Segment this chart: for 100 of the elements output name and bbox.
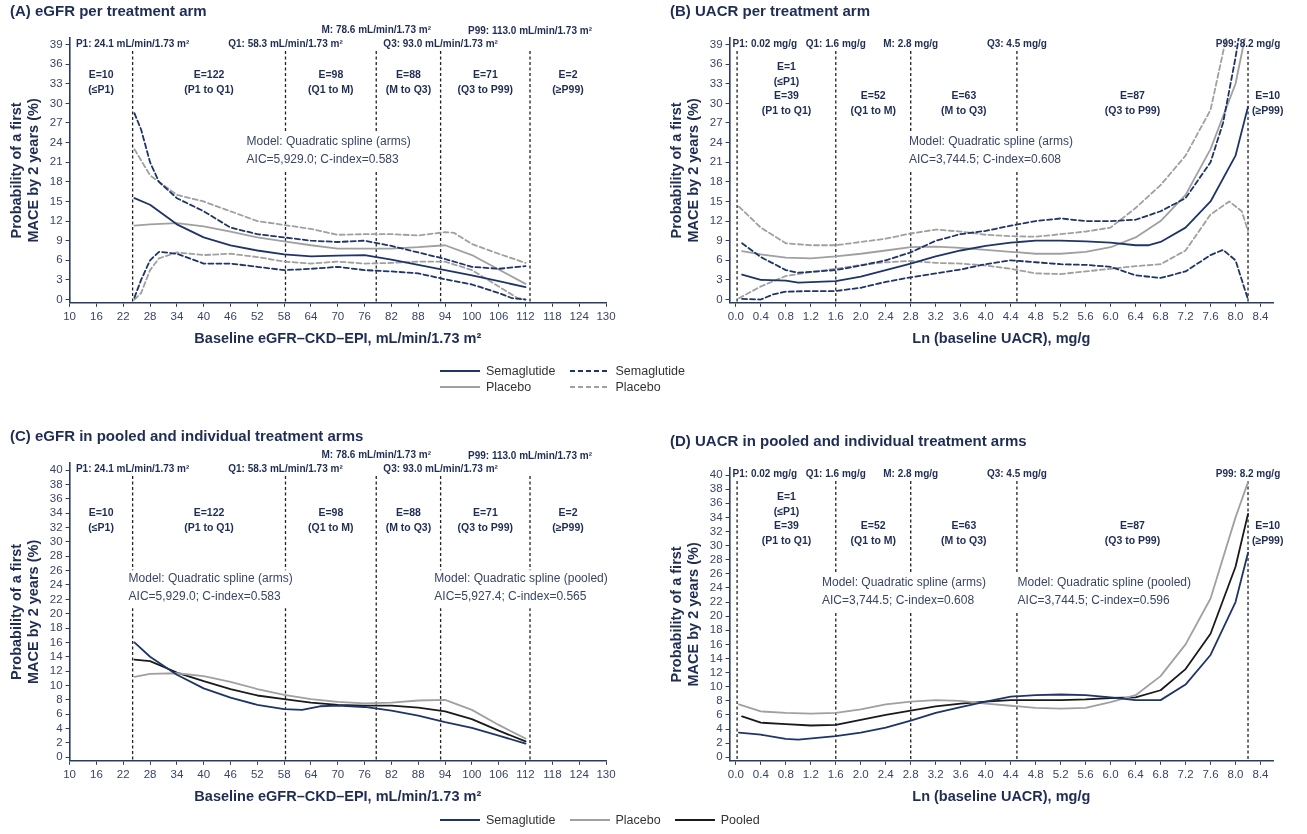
- y-tick-label: 28: [709, 552, 723, 565]
- x-tick-label: 46: [224, 309, 237, 322]
- annotation: E=88 (M to Q3): [385, 505, 432, 533]
- y-tick-label: 28: [49, 549, 63, 562]
- x-tick-label: 34: [170, 309, 184, 322]
- x-tick-label: 5.2: [1052, 309, 1069, 322]
- annotation: E=52 (Q1 to M): [850, 89, 896, 117]
- y-tick-label: 15: [709, 194, 723, 207]
- x-tick-label: 8.4: [1252, 309, 1270, 322]
- x-axis-title: Baseline eGFR–CKD–EPI, mL/min/1.73 m²: [194, 330, 482, 347]
- y-tick-label: 6: [56, 253, 63, 266]
- y-tick-label: 20: [49, 606, 63, 619]
- ref-line-label: Q3: 4.5 mg/g: [986, 37, 1047, 49]
- x-tick-label: 40: [197, 767, 211, 780]
- x-tick-label: 100: [462, 309, 482, 322]
- x-tick-label: 46: [224, 767, 237, 780]
- x-tick-label: 130: [596, 309, 616, 322]
- annotation: E=2 (≥P99): [552, 505, 584, 533]
- x-tick-label: 5.6: [1077, 309, 1094, 322]
- x-tick-label: 28: [143, 309, 157, 322]
- y-tick-label: 38: [709, 482, 723, 495]
- ref-line-label: P1: 0.02 mg/g: [732, 37, 798, 49]
- x-tick-label: 5.2: [1052, 767, 1069, 780]
- y-tick-label: 15: [49, 194, 63, 207]
- y-tick-label: 9: [716, 233, 723, 246]
- y-tick-label: 10: [49, 678, 63, 691]
- y-tick-label: 8: [716, 694, 723, 706]
- x-tick-label: 52: [250, 309, 264, 322]
- x-tick-label: 4.4: [1002, 767, 1020, 780]
- ref-line-label: P99: 8.2 mg/g: [1215, 467, 1281, 479]
- ref-line-label: P99: 113.0 mL/min/1.73 m²: [468, 24, 593, 36]
- x-tick-label: 106: [489, 767, 509, 780]
- y-tick-label: 12: [49, 214, 63, 227]
- annotation: Model: Quadratic spline (pooled) AIC=5,927.4; C-index=0.565: [434, 571, 608, 604]
- y-tick-label: 0: [716, 750, 723, 763]
- y-tick-label: 26: [709, 567, 723, 579]
- line-series: [133, 112, 527, 270]
- legend-label: Placebo: [486, 380, 532, 394]
- ref-line-label: Q1: 1.6 mg/g: [805, 37, 866, 49]
- x-tick-label: 6.4: [1127, 309, 1145, 322]
- annotation: E=63 (M to Q3): [941, 89, 987, 117]
- y-tick-label: 14: [709, 651, 724, 664]
- x-tick-label: 1.2: [802, 309, 819, 322]
- annotation: E=10 (≤P1): [88, 505, 114, 533]
- line-series: [741, 248, 1249, 301]
- annotation: E=98 (Q1 to M): [308, 505, 354, 533]
- y-tick-label: 36: [709, 57, 723, 70]
- x-axis-title: Ln (baseline UACR), mg/g: [912, 788, 1091, 805]
- y-tick-label: 12: [49, 664, 63, 677]
- x-tick-label: 118: [543, 767, 562, 780]
- x-tick-label: 3.2: [927, 767, 944, 780]
- x-tick-label: 82: [385, 309, 398, 322]
- y-tick-label: 26: [49, 563, 63, 576]
- y-tick-label: 0: [56, 750, 63, 763]
- y-tick-label: 21: [709, 155, 723, 168]
- x-tick-label: 124: [569, 309, 590, 322]
- ref-line-label: P1: 24.1 mL/min/1.73 m²: [75, 462, 190, 474]
- annotation: E=1 (≤P1): [773, 489, 800, 517]
- x-tick-label: 4.0: [977, 309, 994, 322]
- legend-label: Semaglutide: [486, 813, 556, 827]
- x-tick-label: 52: [250, 767, 264, 780]
- y-tick-label: 16: [709, 637, 723, 650]
- x-tick-label: 76: [358, 767, 372, 780]
- y-tick-label: 39: [49, 37, 63, 50]
- annotation: Model: Quadratic spline (arms) AIC=5,929.0; C-index=0.583: [128, 571, 293, 604]
- y-tick-label: 30: [49, 96, 63, 109]
- y-tick-label: 10: [709, 679, 723, 692]
- x-tick-label: 82: [385, 767, 398, 780]
- annotation: E=98 (Q1 to M): [308, 67, 354, 95]
- y-tick-label: 18: [49, 621, 63, 634]
- y-tick-label: 4: [716, 722, 724, 735]
- x-tick-label: 1.6: [827, 309, 844, 322]
- legend-label: Placebo: [615, 813, 661, 827]
- annotation: E=63 (M to Q3): [941, 518, 987, 546]
- y-tick-label: 2: [56, 736, 63, 749]
- y-tick-label: 0: [716, 292, 723, 305]
- annotation: E=87 (Q3 to P99): [1104, 518, 1161, 546]
- y-tick-label: 12: [709, 665, 723, 678]
- x-tick-label: 4.8: [1027, 309, 1044, 322]
- x-tick-label: 2.0: [852, 767, 869, 780]
- y-axis-title: Probability of a first MACE by 2 years (%): [667, 98, 702, 243]
- x-tick-label: 0.8: [777, 309, 794, 322]
- x-tick-label: 8.0: [1227, 767, 1244, 780]
- y-tick-label: 32: [49, 520, 63, 533]
- x-tick-label: 16: [90, 767, 103, 780]
- y-tick-label: 32: [709, 524, 723, 537]
- x-tick-label: 8.0: [1227, 309, 1244, 322]
- y-tick-label: 6: [56, 707, 63, 720]
- x-tick-label: 3.6: [952, 767, 969, 780]
- ref-line-label: M: 78.6 mL/min/1.73 m²: [321, 448, 432, 460]
- y-tick-label: 2: [716, 736, 723, 749]
- y-tick-label: 18: [709, 623, 723, 636]
- x-tick-label: 7.6: [1202, 767, 1219, 780]
- y-tick-label: 36: [49, 492, 63, 505]
- y-tick-label: 36: [709, 496, 723, 509]
- ref-line-label: Q3: 93.0 mL/min/1.73 m²: [383, 462, 499, 474]
- ref-line-label: P99: 113.0 mL/min/1.73 m²: [468, 449, 593, 461]
- x-tick-label: 1.6: [827, 767, 844, 780]
- annotation: E=122 (P1 to Q1): [184, 67, 234, 95]
- ref-line-label: Q1: 58.3 mL/min/1.73 m²: [228, 37, 344, 49]
